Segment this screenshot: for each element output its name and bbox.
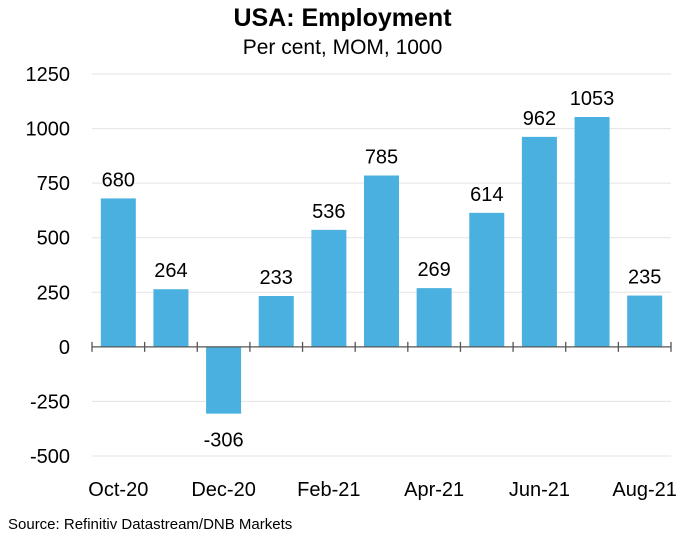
bar-Feb-21 [311, 229, 347, 347]
bar-Jun-21 [521, 136, 557, 347]
y-tick-label: 500 [37, 228, 70, 250]
data-label: 269 [417, 259, 450, 281]
bar-Dec-20 [206, 346, 242, 414]
bar-Nov-20 [153, 289, 189, 347]
y-tick-label: -250 [30, 391, 70, 413]
data-label: 233 [260, 267, 293, 289]
bar-May-21 [469, 212, 505, 347]
data-label: 536 [312, 201, 345, 223]
x-tick-label: Jun-21 [509, 479, 570, 501]
x-tick-label: Aug-21 [612, 479, 677, 501]
x-tick-label: Dec-20 [191, 479, 255, 501]
data-label: 962 [523, 108, 556, 130]
chart-subtitle: Per cent, MOM, 1000 [242, 36, 443, 59]
data-label: 680 [102, 169, 135, 191]
y-tick-label: 1250 [26, 64, 71, 86]
x-tick-label: Feb-21 [297, 479, 360, 501]
y-tick-label: 0 [59, 337, 70, 359]
data-label: 614 [470, 184, 503, 206]
bar-Jan-21 [258, 295, 294, 347]
bar-Apr-21 [416, 288, 452, 347]
bar-Oct-20 [100, 198, 136, 347]
bar-Aug-21 [627, 295, 663, 347]
chart-title: USA: Employment [233, 4, 452, 32]
bar-Mar-21 [364, 175, 399, 347]
x-tick-label: Oct-20 [88, 479, 148, 501]
y-tick-label: 250 [37, 282, 70, 304]
y-tick-label: -500 [30, 446, 70, 468]
x-tick-label: Apr-21 [404, 479, 464, 501]
y-tick-label: 750 [37, 173, 70, 195]
data-label: -306 [204, 430, 244, 452]
source-note: Source: Refinitiv Datastream/DNB Markets [8, 516, 293, 533]
data-label: 264 [154, 260, 187, 282]
data-label: 1053 [570, 88, 615, 110]
data-label: 785 [365, 147, 398, 169]
data-label: 235 [628, 267, 661, 289]
y-tick-label: 1000 [26, 119, 71, 141]
bar-Jul-21 [574, 117, 610, 347]
